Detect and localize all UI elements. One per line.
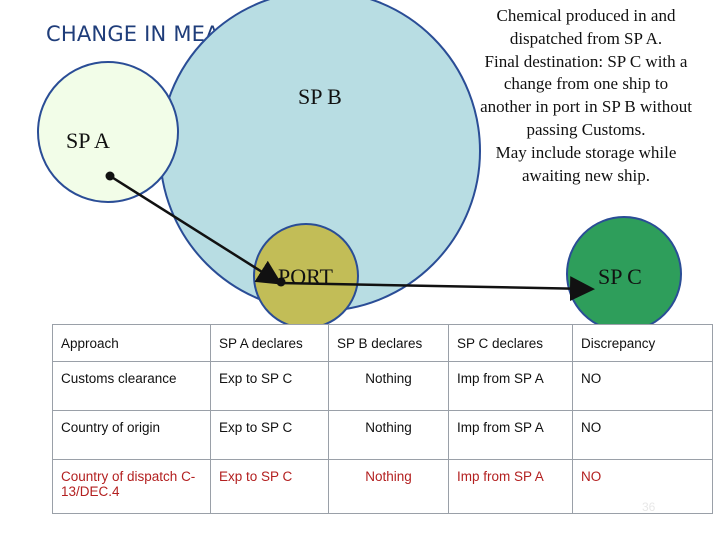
route-sp-a-to-port: [109, 174, 283, 285]
declarations-table: Approach SP A declares SP B declares SP …: [52, 324, 713, 514]
sp-a-circle: [37, 61, 179, 203]
cell-discrepancy: NO: [572, 459, 713, 514]
page-number: 36: [642, 500, 656, 514]
note-line: Final destination: SP C with a: [484, 51, 688, 71]
note-line: Chemical produced in and: [496, 6, 676, 25]
route-port-to-sp-c: [279, 276, 595, 302]
header-approach: Approach: [52, 324, 211, 362]
sp-b-label: SP B: [298, 84, 342, 109]
cell-discrepancy: NO: [572, 361, 713, 411]
scenario-note: Chemical produced in and dispatched from…: [452, 5, 720, 187]
note-line: awaiting new ship.: [522, 165, 650, 185]
table-row: Country of origin Exp to SP C Nothing Im…: [52, 410, 713, 460]
route-dot-port: [276, 277, 286, 287]
cell-approach: Country of origin: [52, 410, 211, 460]
header-discrepancy: Discrepancy: [572, 324, 713, 362]
cell-sp-c: Imp from SP A: [448, 410, 573, 460]
cell-discrepancy: NO: [572, 410, 713, 460]
port-label: PORT: [278, 264, 333, 289]
sp-a-label: SP A: [66, 128, 110, 153]
cell-approach: Customs clearance: [52, 361, 211, 411]
cell-sp-a: Exp to SP C: [210, 459, 329, 514]
table-header-row: Approach SP A declares SP B declares SP …: [52, 324, 713, 362]
sp-c-circle: [566, 216, 682, 330]
header-sp-a-declares: SP A declares: [210, 324, 329, 362]
cell-sp-a: Exp to SP C: [210, 410, 329, 460]
cell-approach: Country of dispatch C-13/DEC.4: [52, 459, 211, 514]
cell-sp-b: Nothing: [328, 459, 449, 514]
sp-c-label: SP C: [598, 264, 642, 289]
table-row: Customs clearance Exp to SP C Nothing Im…: [52, 361, 713, 411]
cell-sp-a: Exp to SP C: [210, 361, 329, 411]
table-row: Country of dispatch C-13/DEC.4 Exp to SP…: [52, 459, 713, 514]
route-dot-sp-a: [105, 171, 115, 181]
cell-sp-c: Imp from SP A: [448, 361, 573, 411]
note-line: passing Customs.: [526, 119, 646, 139]
note-line: another in port in SP B without: [480, 97, 692, 117]
note-line: May include storage while: [495, 142, 677, 162]
transport-diagram: SP B SP A PORT SP C: [37, 0, 682, 330]
header-sp-c-declares: SP C declares: [448, 324, 573, 362]
cell-sp-c: Imp from SP A: [448, 459, 573, 514]
cell-sp-b: Nothing: [328, 410, 449, 460]
header-sp-b-declares: SP B declares: [328, 324, 449, 362]
note-line: dispatched from SP A.: [509, 28, 663, 48]
cell-sp-b: Nothing: [328, 361, 449, 411]
note-line: change from one ship to: [503, 74, 669, 94]
